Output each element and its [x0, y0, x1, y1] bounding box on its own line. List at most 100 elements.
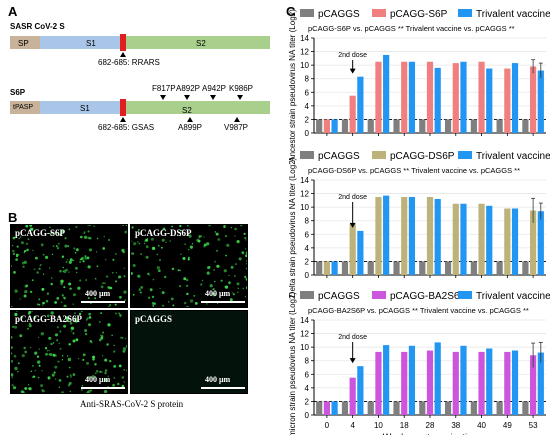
fluorescent-cell — [17, 362, 20, 365]
fluorescent-cell — [209, 284, 213, 288]
fluorescent-cell — [208, 225, 211, 227]
fluorescent-cell — [56, 339, 59, 342]
fluorescent-cell — [41, 370, 43, 372]
bar — [496, 261, 503, 275]
fluorescent-cell — [21, 261, 25, 265]
fluorescent-cell — [244, 236, 247, 240]
fluorescent-cell — [229, 298, 233, 302]
micro-label-ds6p: pCAGG-DS6P — [135, 228, 192, 238]
fluorescent-cell — [96, 237, 99, 240]
dose-label: 2nd dose — [338, 334, 367, 341]
scale-bar — [201, 387, 245, 389]
fluorescent-cell — [28, 324, 32, 328]
fluorescent-cell — [230, 227, 232, 229]
bar — [419, 119, 426, 133]
bar — [496, 401, 503, 415]
fluorescent-cell — [64, 244, 68, 248]
fluorescent-cell — [53, 371, 56, 374]
fluorescent-cell — [46, 314, 50, 318]
scale-bar — [81, 301, 125, 303]
fluorescent-cell — [118, 312, 121, 315]
fluorescent-cell — [100, 285, 104, 289]
fluorescent-cell — [230, 265, 234, 269]
fluorescent-cell — [133, 242, 137, 246]
fluorescent-cell — [179, 234, 182, 237]
scale-bar — [201, 301, 245, 303]
bar — [383, 54, 390, 133]
fluorescent-cell — [42, 273, 45, 275]
y-tick-label: 0 — [305, 129, 310, 138]
sp-domain: SP — [10, 36, 40, 49]
fluorescent-cell — [232, 293, 235, 296]
fluorescent-cell — [212, 288, 215, 291]
bar — [504, 208, 511, 275]
fluorescent-cell — [104, 369, 108, 372]
fluorescent-cell — [186, 292, 189, 296]
fluorescent-cell — [122, 225, 124, 227]
legend-label: pCAGG-BA2S6P — [390, 291, 466, 302]
y-tick-label: 2 — [305, 257, 310, 266]
fluorescent-cell — [138, 242, 141, 245]
fluorescent-cell — [94, 297, 97, 300]
fluorescent-cell — [117, 382, 120, 386]
fluorescent-cell — [87, 376, 91, 379]
fluorescent-cell — [126, 388, 127, 391]
micro-label-ba2s6p: pCAGG-BA2S6P — [15, 314, 83, 324]
fluorescent-cell — [34, 369, 37, 372]
mutation-f817p: F817P — [152, 84, 176, 93]
panel-label-b: B — [8, 210, 18, 225]
bar — [504, 68, 511, 133]
mutation-a899p: A899P — [178, 123, 203, 132]
fluorescent-cell — [225, 235, 227, 238]
fluorescent-cell — [106, 343, 109, 346]
fluorescent-cell — [118, 364, 122, 368]
fluorescent-cell — [15, 258, 18, 261]
fluorescent-cell — [46, 349, 49, 352]
micro-image-ds6p: pCAGG-DS6P 400 μm — [130, 224, 248, 308]
fluorescent-cell — [87, 390, 91, 393]
fluorescent-cell — [87, 265, 91, 269]
fluorescent-cell — [113, 364, 117, 368]
fluorescent-cell — [11, 352, 13, 355]
fluorescent-cell — [235, 263, 237, 266]
x-tick-label: 4 — [350, 421, 355, 430]
fluorescent-cell — [198, 235, 201, 237]
fluorescent-cell — [20, 241, 24, 245]
y-tick-label: 14 — [300, 34, 309, 43]
fluorescent-cell — [19, 334, 23, 338]
fluorescent-cell — [11, 244, 14, 247]
bar — [419, 401, 426, 415]
fluorescent-cell — [146, 238, 149, 240]
y-tick-label: 10 — [300, 61, 309, 70]
fluorescent-cell — [37, 336, 40, 339]
fluorescent-cell — [158, 269, 161, 272]
bar — [478, 203, 485, 275]
fluorescent-cell — [74, 312, 76, 314]
bar — [470, 261, 477, 275]
fluorescent-cell — [31, 311, 33, 312]
fluorescent-cell — [38, 267, 41, 270]
bar — [357, 366, 364, 415]
fluorescent-cell — [84, 255, 87, 257]
fluorescent-cell — [139, 291, 142, 294]
micro-caption: Anti-SRAS-CoV-2 S protein — [80, 399, 184, 409]
bar — [408, 345, 416, 415]
fluorescent-cell — [67, 245, 70, 248]
sp-label: SP — [18, 39, 29, 48]
fluorescent-cell — [85, 333, 88, 336]
x-tick-label: 18 — [400, 421, 409, 430]
fluorescent-cell — [187, 256, 190, 259]
panel-label-c: C — [286, 4, 296, 19]
fluorescent-cell — [29, 290, 33, 294]
bar — [316, 401, 323, 415]
fluorescent-cell — [87, 230, 90, 233]
fluorescent-cell — [39, 264, 41, 267]
x-tick-label: 40 — [477, 421, 486, 430]
bar — [444, 401, 452, 415]
fluorescent-cell — [108, 393, 109, 394]
fluorescent-cell — [236, 240, 240, 244]
fluorescent-cell — [60, 282, 63, 286]
fluorescent-cell — [214, 231, 217, 233]
fluorescent-cell — [114, 253, 117, 255]
y-axis-label: Omicron strain pseudovirus NA titer (Log… — [288, 292, 297, 435]
